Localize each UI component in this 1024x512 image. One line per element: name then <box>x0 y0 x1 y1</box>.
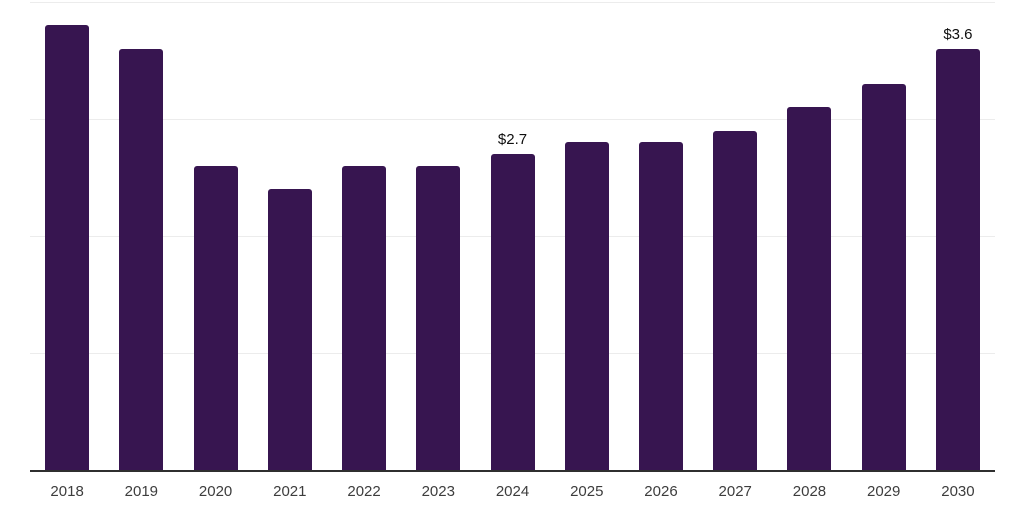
x-axis-labels: 2018 2019 2020 2021 2022 2023 2024 2025 2026 2027… <box>30 483 995 501</box>
bar-2021 <box>267 189 312 470</box>
gridline <box>30 119 995 120</box>
bar-slot-2018 <box>30 2 104 470</box>
x-tick-label-2019: 2019 <box>124 483 159 500</box>
bar-2029 <box>861 83 906 470</box>
bar-slot-2021 <box>253 2 327 470</box>
bar-slot-2019 <box>104 2 178 470</box>
x-tick-label-2023: 2023 <box>421 483 455 500</box>
bar-2018 <box>45 25 90 470</box>
bar-value-label-2030: $3.6 <box>943 25 973 43</box>
bar-value-label-2024: $2.7 <box>497 131 528 149</box>
bar-slot-2023 <box>401 2 475 470</box>
bar-2024 <box>490 154 535 470</box>
x-tick-label-2028: 2028 <box>792 483 827 500</box>
x-tick-label-2026: 2026 <box>644 483 678 500</box>
bar-2025 <box>564 142 609 470</box>
bar-slot-2027 <box>698 2 772 470</box>
plot-area: $2.7 $3.6 <box>30 2 995 472</box>
bar-2019 <box>119 48 164 470</box>
bar-2023 <box>416 165 461 470</box>
bar-2020 <box>193 165 238 470</box>
bar-2030 <box>935 48 980 470</box>
bar-slot-2028 <box>772 2 846 470</box>
x-tick-label-2027: 2027 <box>718 483 752 500</box>
x-tick-label-2021: 2021 <box>273 483 307 500</box>
bar-slot-2024: $2.7 <box>475 2 549 470</box>
x-tick-label-2029: 2029 <box>867 483 901 500</box>
bar-slot-2022 <box>327 2 401 470</box>
bar-slot-2020 <box>178 2 252 470</box>
bar-slot-2025 <box>550 2 624 470</box>
bar-2026 <box>638 142 683 470</box>
x-tick-label-2022: 2022 <box>347 483 381 500</box>
x-tick-label-2025: 2025 <box>570 483 604 500</box>
bar-2022 <box>342 165 387 470</box>
x-tick-label-2018: 2018 <box>50 483 84 500</box>
bar-2028 <box>787 107 832 470</box>
bars-layer: $2.7 $3.6 <box>30 2 995 470</box>
bar-slot-2029 <box>847 2 921 470</box>
bar-slot-2026 <box>624 2 698 470</box>
x-tick-label-2030: 2030 <box>941 483 975 500</box>
x-tick-label-2020: 2020 <box>198 483 233 500</box>
x-tick-label-2024: 2024 <box>495 483 530 500</box>
bar-slot-2030: $3.6 <box>921 2 995 470</box>
bar-2027 <box>713 130 758 470</box>
gridline <box>30 2 995 3</box>
